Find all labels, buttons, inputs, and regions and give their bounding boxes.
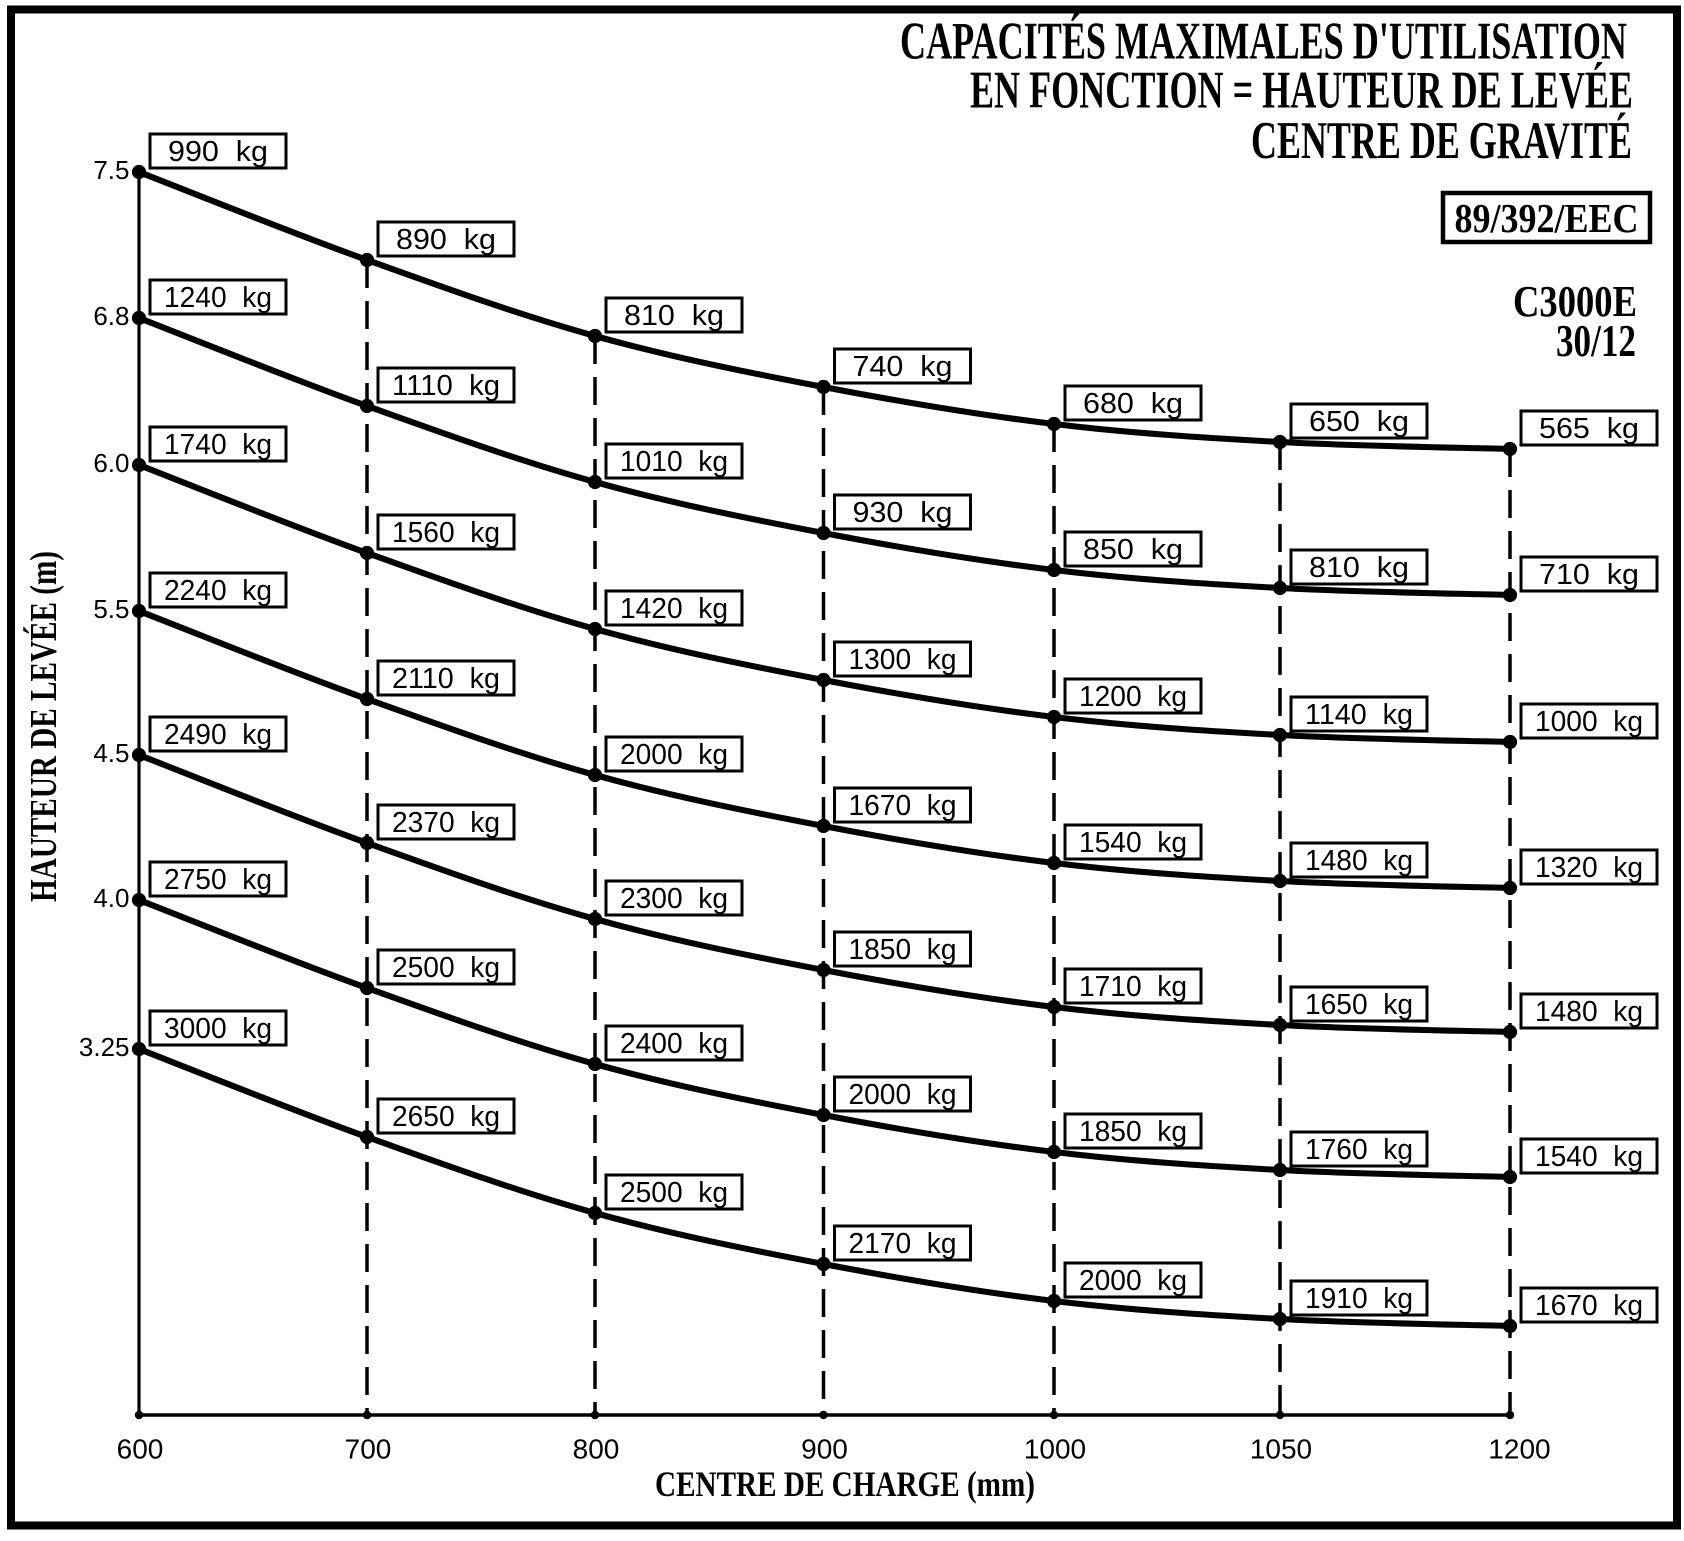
svg-text:1760 kg: 1760 kg <box>1305 1134 1413 1166</box>
svg-text:565 kg: 565 kg <box>1539 413 1639 445</box>
svg-text:1710 kg: 1710 kg <box>1079 971 1187 1003</box>
svg-text:1010 kg: 1010 kg <box>620 446 728 478</box>
svg-text:C3000E: C3000E <box>1513 277 1637 326</box>
svg-text:2500 kg: 2500 kg <box>620 1177 728 1209</box>
svg-text:850 kg: 850 kg <box>1083 534 1183 566</box>
svg-text:810 kg: 810 kg <box>624 300 724 332</box>
svg-text:30/12: 30/12 <box>1556 316 1636 366</box>
svg-text:6.0: 6.0 <box>93 448 129 478</box>
svg-text:1670 kg: 1670 kg <box>1535 1290 1643 1322</box>
svg-text:2240 kg: 2240 kg <box>164 575 272 607</box>
svg-text:2300 kg: 2300 kg <box>620 883 728 915</box>
svg-text:1110 kg: 1110 kg <box>392 370 500 402</box>
svg-text:1000 kg: 1000 kg <box>1535 706 1643 738</box>
svg-text:4.5: 4.5 <box>93 738 129 768</box>
svg-text:89/392/EEC: 89/392/EEC <box>1455 195 1639 241</box>
svg-text:1540 kg: 1540 kg <box>1535 1141 1643 1173</box>
svg-text:1140 kg: 1140 kg <box>1305 699 1413 731</box>
svg-text:1670 kg: 1670 kg <box>849 790 957 822</box>
svg-text:2400 kg: 2400 kg <box>620 1028 728 1060</box>
svg-text:5.5: 5.5 <box>93 594 129 624</box>
svg-text:7.5: 7.5 <box>93 155 129 185</box>
svg-text:900: 900 <box>801 1434 848 1465</box>
svg-text:1420 kg: 1420 kg <box>620 593 728 625</box>
svg-text:2170 kg: 2170 kg <box>849 1228 957 1260</box>
svg-text:1850 kg: 1850 kg <box>849 934 957 966</box>
svg-text:1050: 1050 <box>1250 1434 1312 1465</box>
svg-text:1480 kg: 1480 kg <box>1305 845 1413 877</box>
svg-text:2000 kg: 2000 kg <box>1079 1265 1187 1297</box>
svg-text:700: 700 <box>345 1434 392 1465</box>
svg-text:2650 kg: 2650 kg <box>392 1101 500 1133</box>
svg-text:2110 kg: 2110 kg <box>392 663 500 695</box>
svg-text:600: 600 <box>117 1434 164 1465</box>
svg-text:4.0: 4.0 <box>93 883 129 913</box>
svg-text:1650 kg: 1650 kg <box>1305 989 1413 1021</box>
svg-text:6.8: 6.8 <box>93 301 129 331</box>
svg-text:890 kg: 890 kg <box>396 224 496 256</box>
svg-text:930 kg: 930 kg <box>853 497 953 529</box>
svg-text:710 kg: 710 kg <box>1539 559 1639 591</box>
svg-text:650 kg: 650 kg <box>1309 406 1409 438</box>
svg-text:CAPACITÉS MAXIMALES D'UTILISAT: CAPACITÉS MAXIMALES D'UTILISATION <box>900 13 1627 71</box>
svg-text:2370 kg: 2370 kg <box>392 807 500 839</box>
svg-text:1560 kg: 1560 kg <box>392 517 500 549</box>
svg-text:1480 kg: 1480 kg <box>1535 996 1643 1028</box>
svg-text:1200 kg: 1200 kg <box>1079 681 1187 713</box>
svg-text:990 kg: 990 kg <box>168 136 268 168</box>
svg-text:1000: 1000 <box>1024 1434 1086 1465</box>
svg-text:680 kg: 680 kg <box>1083 388 1183 420</box>
svg-text:800: 800 <box>573 1434 620 1465</box>
svg-text:3.25: 3.25 <box>79 1032 130 1062</box>
svg-text:2490 kg: 2490 kg <box>164 719 272 751</box>
svg-text:CENTRE DE GRAVITÉ: CENTRE DE GRAVITÉ <box>1251 112 1632 170</box>
svg-text:740 kg: 740 kg <box>853 351 953 383</box>
svg-text:2750 kg: 2750 kg <box>164 864 272 896</box>
svg-text:810 kg: 810 kg <box>1309 552 1409 584</box>
svg-text:3000 kg: 3000 kg <box>164 1013 272 1045</box>
svg-text:1200: 1200 <box>1488 1434 1550 1465</box>
svg-text:1910 kg: 1910 kg <box>1305 1283 1413 1315</box>
svg-text:1850 kg: 1850 kg <box>1079 1116 1187 1148</box>
svg-text:2500 kg: 2500 kg <box>392 952 500 984</box>
svg-text:1300 kg: 1300 kg <box>849 644 957 676</box>
svg-text:2000 kg: 2000 kg <box>849 1079 957 1111</box>
svg-text:CENTRE DE CHARGE (mm): CENTRE DE CHARGE (mm) <box>655 1464 1035 1504</box>
svg-text:1320 kg: 1320 kg <box>1535 852 1643 884</box>
svg-text:1240 kg: 1240 kg <box>164 282 272 314</box>
svg-text:1540 kg: 1540 kg <box>1079 827 1187 859</box>
svg-text:HAUTEUR DE LEVÉE (m): HAUTEUR DE LEVÉE (m) <box>23 551 65 902</box>
svg-text:2000 kg: 2000 kg <box>620 739 728 771</box>
svg-text:1740 kg: 1740 kg <box>164 429 272 461</box>
svg-text:EN FONCTION = HAUTEUR DE LEVÉE: EN FONCTION = HAUTEUR DE LEVÉE <box>970 62 1633 120</box>
